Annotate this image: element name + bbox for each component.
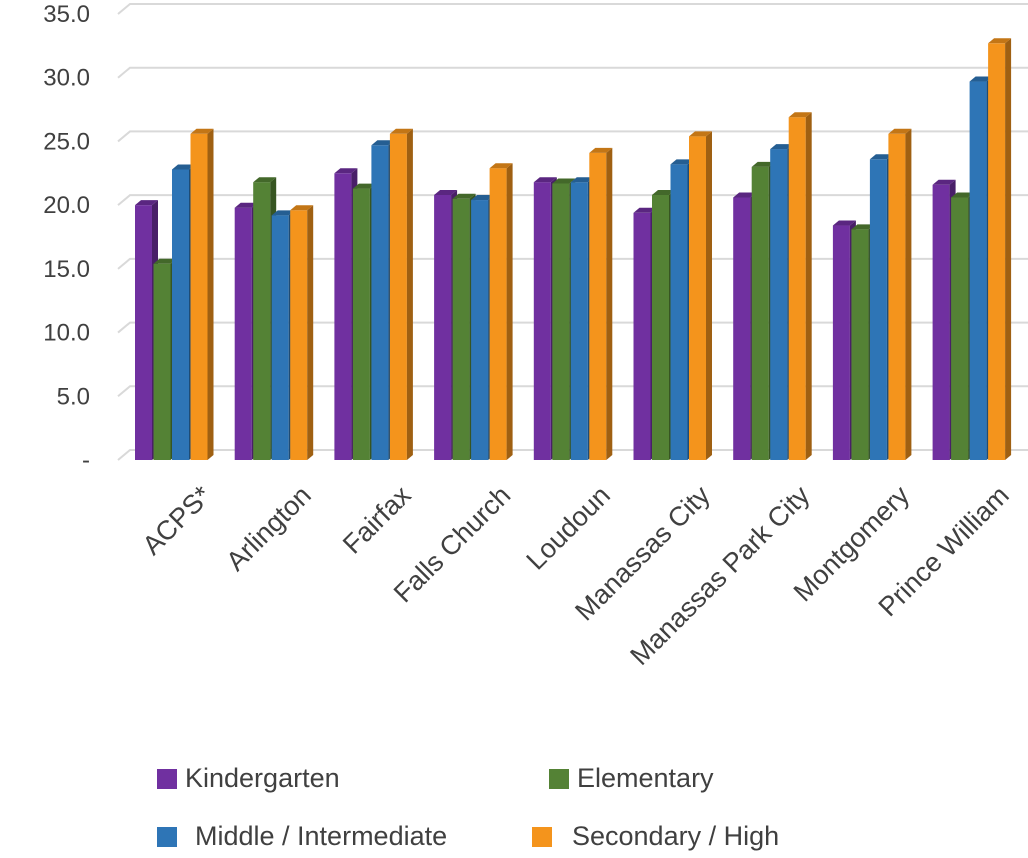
x-category-label: Arlington bbox=[220, 480, 317, 577]
y-tick-label: 35.0 bbox=[43, 1, 90, 28]
bar bbox=[589, 147, 613, 460]
x-category-label: Manassas Park City bbox=[624, 480, 815, 671]
bar bbox=[489, 163, 513, 460]
bar bbox=[888, 128, 912, 461]
bar bbox=[689, 131, 712, 461]
y-tick-label: 30.0 bbox=[43, 65, 90, 92]
gridline bbox=[117, 321, 1028, 334]
x-category-label: Fairfax bbox=[337, 480, 417, 560]
gridline bbox=[117, 385, 1028, 398]
gridline bbox=[117, 130, 1028, 143]
y-tick-label: 20.0 bbox=[43, 192, 90, 219]
x-category-label: Loudoun bbox=[520, 480, 616, 576]
bar bbox=[290, 205, 314, 460]
y-axis-ticks: - 5.0 10.0 15.0 20.0 25.0 30.0 35.0 bbox=[43, 1, 90, 474]
y-tick-label: - bbox=[82, 447, 90, 474]
y-tick-label: 5.0 bbox=[57, 383, 90, 410]
gridline bbox=[117, 449, 1028, 461]
x-category-label: ACPS* bbox=[137, 480, 218, 561]
gridline bbox=[117, 3, 1028, 15]
y-tick-label: 25.0 bbox=[43, 128, 90, 155]
bars bbox=[135, 38, 1012, 461]
bar bbox=[988, 38, 1012, 461]
bar bbox=[190, 128, 214, 461]
gridline bbox=[117, 257, 1028, 270]
bar bbox=[389, 128, 413, 461]
y-tick-label: 15.0 bbox=[43, 256, 90, 283]
bar bbox=[788, 112, 812, 461]
grid-lines bbox=[117, 3, 1028, 461]
gridline bbox=[117, 194, 1028, 206]
gridline bbox=[117, 66, 1028, 79]
y-tick-label: 10.0 bbox=[43, 320, 90, 347]
